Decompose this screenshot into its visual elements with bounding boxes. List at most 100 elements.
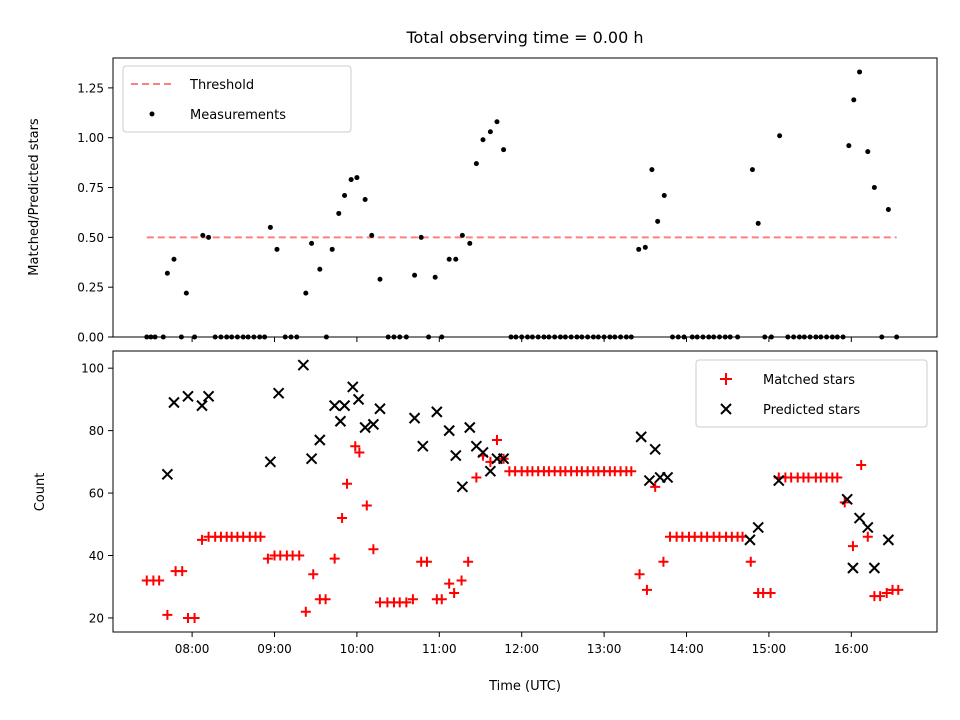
measurement-point xyxy=(642,244,648,250)
predicted-star-point xyxy=(882,534,895,546)
predicted-star-point xyxy=(443,424,455,437)
count-x-tick-label: 12:00 xyxy=(504,642,539,656)
matched-star-point xyxy=(881,587,892,598)
matched-star-point xyxy=(255,531,266,542)
ratio-panel: 0.00 0.25 0.50 0.75 1.00 1.25 Matched/Predict… xyxy=(27,57,938,345)
legend-threshold-label: Threshold xyxy=(189,78,254,93)
measurement-point xyxy=(303,290,309,296)
ratio-y-tick-label: 1.25 xyxy=(77,81,104,95)
matched-star-point xyxy=(189,612,200,623)
measurement-point xyxy=(480,137,486,143)
count-x-tick-label: 16:00 xyxy=(834,642,869,656)
matched-star-point xyxy=(765,587,776,598)
ratio-y-tick-label: 1.00 xyxy=(77,131,104,145)
predicted-star-point xyxy=(744,534,756,546)
count-y-tick-label: 60 xyxy=(89,487,104,501)
count-x-tick-label: 09:00 xyxy=(257,642,292,656)
measurement-point xyxy=(362,196,368,202)
count-x-tick-label: 10:00 xyxy=(340,642,375,656)
matched-star-point xyxy=(196,534,207,545)
measurement-point xyxy=(755,220,761,226)
matched-star-point xyxy=(262,553,273,564)
measurement-point xyxy=(412,272,418,278)
matched-star-point xyxy=(320,594,331,605)
count-legend: Matched stars Predicted stars xyxy=(695,359,928,428)
matched-star-point xyxy=(641,584,652,595)
predicted-star-point xyxy=(359,421,371,434)
matched-star-point xyxy=(342,478,353,489)
matched-star-point xyxy=(294,550,305,561)
count-y-axis-label: Count xyxy=(33,473,48,512)
legend-predicted-swatch xyxy=(720,403,732,415)
predicted-star-point xyxy=(752,521,764,534)
predicted-star-point xyxy=(477,446,489,459)
measurement-point xyxy=(487,129,493,135)
predicted-star-point xyxy=(484,465,497,477)
matched-star-point xyxy=(308,569,319,580)
predicted-star-point xyxy=(417,440,429,452)
matched-star-point xyxy=(361,500,372,511)
matched-star-point xyxy=(337,513,348,524)
predicted-star-point xyxy=(456,481,469,493)
measurement-point xyxy=(336,210,342,216)
measurement-point xyxy=(369,232,375,238)
predicted-star-point xyxy=(328,399,341,412)
matched-star-point xyxy=(449,587,460,598)
legend-predicted-label: Predicted stars xyxy=(763,403,860,418)
predicted-star-point xyxy=(868,562,881,574)
matched-star-point xyxy=(893,584,904,595)
ratio-y-tick-label: 0.00 xyxy=(77,331,104,345)
matched-star-point xyxy=(745,556,756,567)
measurement-point xyxy=(453,256,459,262)
predicted-star-point xyxy=(497,453,510,465)
predicted-star-point xyxy=(431,406,443,418)
matched-star-point xyxy=(463,556,474,567)
count-x-tick-label: 08:00 xyxy=(175,642,210,656)
measurement-point xyxy=(885,206,891,212)
measurement-point xyxy=(446,256,452,262)
count-y-tick-label: 40 xyxy=(89,549,104,563)
predicted-star-point xyxy=(272,387,285,399)
predicted-star-point xyxy=(643,474,656,487)
matched-star-point xyxy=(862,531,873,542)
measurement-point xyxy=(636,246,642,252)
measurement-point xyxy=(777,133,783,139)
count-plot-frame xyxy=(112,350,938,633)
count-panel: 08:00 09:00 10:00 11:00 12:00 13:00 14:00 15:00… xyxy=(33,350,938,694)
ratio-y-tick-label: 0.25 xyxy=(77,281,104,295)
matched-star-point xyxy=(436,594,447,605)
measurement-point xyxy=(473,161,479,167)
predicted-star-point xyxy=(464,421,476,434)
matched-star-point xyxy=(350,441,361,452)
matched-star-point xyxy=(658,556,669,567)
matched-star-point xyxy=(847,541,858,552)
predicted-star-point xyxy=(408,412,421,424)
measurement-point xyxy=(851,97,857,103)
matched-star-point xyxy=(368,544,379,555)
count-y-tick-label: 20 xyxy=(89,611,104,625)
measurement-point xyxy=(494,119,500,125)
measurement-point xyxy=(871,185,877,191)
measurement-point xyxy=(317,266,323,272)
chart-title: Total observing time = 0.00 h xyxy=(405,28,643,47)
predicted-star-point xyxy=(182,390,194,402)
count-x-axis-label: Time (UTC) xyxy=(488,679,561,694)
matched-star-point xyxy=(626,466,637,477)
measurement-point xyxy=(857,69,863,75)
matched-star-point xyxy=(154,575,165,586)
ratio-y-tick-label: 0.50 xyxy=(77,231,104,245)
predicted-star-point xyxy=(202,390,215,402)
matched-star-point xyxy=(162,609,173,620)
predicted-star-point xyxy=(264,456,277,468)
measurement-point xyxy=(432,274,438,280)
matched-star-point xyxy=(407,594,418,605)
predicted-star-point xyxy=(649,443,661,456)
predicted-star-point xyxy=(196,399,208,412)
measurement-point xyxy=(267,224,273,230)
predicted-star-point xyxy=(297,359,310,371)
measurement-point xyxy=(655,218,661,224)
measurement-point xyxy=(354,175,360,181)
predicted-star-point xyxy=(161,468,174,481)
predicted-star-point xyxy=(862,521,874,534)
matched-star-point xyxy=(300,606,311,617)
